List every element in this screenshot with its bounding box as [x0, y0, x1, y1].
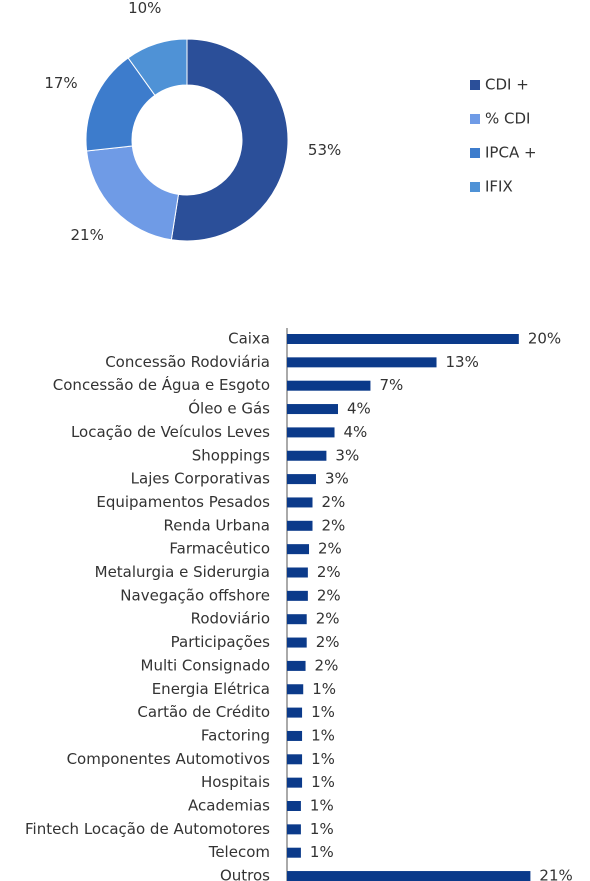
legend-label: % CDI — [485, 110, 530, 128]
category-label: Caixa — [228, 330, 270, 348]
bar — [287, 380, 371, 391]
bar — [287, 660, 306, 671]
value-label: 1% — [311, 703, 335, 721]
bar — [287, 450, 327, 461]
value-label: 2% — [315, 656, 339, 674]
slice-label: 21% — [70, 226, 103, 244]
bar — [287, 497, 313, 508]
legend-swatch — [470, 148, 480, 158]
category-label: Concessão de Água e Esgoto — [53, 375, 270, 394]
category-label: Cartão de Crédito — [137, 703, 270, 721]
bar — [287, 824, 301, 835]
category-label: Óleo e Gás — [188, 399, 270, 418]
bar — [287, 590, 308, 601]
category-label: Factoring — [201, 726, 270, 744]
category-label: Metalurgia e Siderurgia — [95, 563, 270, 581]
category-label: Rodoviário — [191, 610, 270, 628]
category-label: Renda Urbana — [163, 516, 270, 534]
value-label: 7% — [379, 376, 403, 394]
bar — [287, 520, 313, 531]
bar — [287, 801, 301, 811]
bar — [287, 544, 310, 555]
category-label: Participações — [171, 633, 271, 651]
value-label: 1% — [310, 820, 334, 838]
value-label: 2% — [318, 540, 342, 558]
legend-label: CDI + — [485, 76, 529, 94]
bar — [287, 637, 307, 648]
bar — [287, 707, 303, 718]
value-label: 2% — [322, 516, 346, 534]
bar — [287, 847, 301, 858]
donut-slice — [127, 38, 188, 97]
category-label: Componentes Automotivos — [67, 750, 271, 768]
category-label: Outros — [220, 867, 270, 881]
category-label: Multi Consignado — [141, 656, 271, 674]
value-label: 2% — [317, 586, 341, 604]
bar — [287, 334, 519, 344]
bar — [287, 474, 316, 485]
slice-label: 10% — [128, 0, 161, 17]
legend-label: IPCA + — [485, 144, 537, 162]
value-label: 1% — [311, 773, 335, 791]
bar — [287, 427, 335, 438]
value-label: 4% — [347, 400, 371, 418]
value-label: 3% — [325, 470, 349, 488]
legend-swatch — [470, 114, 480, 124]
category-label: Concessão Rodoviária — [105, 353, 270, 371]
bar — [287, 684, 304, 695]
value-label: 2% — [322, 493, 346, 511]
bar — [287, 357, 437, 368]
legend-label: IFIX — [485, 178, 513, 196]
value-label: 1% — [310, 843, 334, 861]
value-label: 21% — [539, 867, 572, 881]
bar — [287, 404, 338, 415]
category-label: Energia Elétrica — [152, 680, 270, 698]
legend-swatch — [470, 182, 480, 192]
bar — [287, 777, 303, 788]
category-label: Telecom — [208, 843, 270, 861]
bar — [287, 730, 303, 741]
value-label: 4% — [344, 423, 368, 441]
bar — [287, 871, 531, 881]
category-label: Locação de Veículos Leves — [71, 423, 270, 441]
value-label: 1% — [312, 680, 336, 698]
value-label: 3% — [335, 446, 359, 464]
legend-swatch — [470, 80, 480, 90]
bar — [287, 754, 303, 765]
slice-label: 53% — [308, 141, 341, 159]
value-label: 1% — [311, 726, 335, 744]
value-label: 13% — [446, 353, 479, 371]
donut-slice — [170, 38, 289, 242]
bar — [287, 614, 307, 625]
category-label: Shoppings — [192, 446, 270, 464]
value-label: 2% — [316, 633, 340, 651]
category-label: Navegação offshore — [120, 586, 270, 604]
category-label: Fintech Locação de Automotores — [25, 820, 270, 838]
value-label: 20% — [528, 330, 561, 348]
slice-label: 17% — [44, 74, 77, 92]
value-label: 2% — [316, 610, 340, 628]
value-label: 1% — [311, 750, 335, 768]
category-label: Farmacêutico — [169, 540, 270, 558]
category-label: Equipamentos Pesados — [96, 493, 270, 511]
bar — [287, 567, 308, 578]
category-label: Hospitais — [201, 773, 270, 791]
category-label: Academias — [188, 797, 270, 815]
value-label: 1% — [310, 797, 334, 815]
value-label: 2% — [317, 563, 341, 581]
category-label: Lajes Corporativas — [131, 470, 271, 488]
